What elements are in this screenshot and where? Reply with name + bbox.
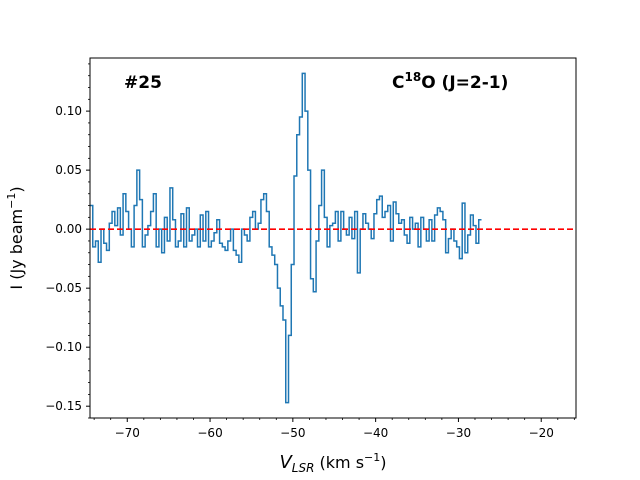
y-tick-label: −0.15 [45,399,82,413]
y-tick-label: −0.05 [45,281,82,295]
x-tick-label: −70 [115,426,140,440]
x-axis-label-units-end: ) [380,453,386,472]
y-axis-label-sup: −1 [5,193,18,209]
x-axis-label: VLSR (km s−1) [279,451,386,475]
y-axis-ticks: −0.15 −0.10 −0.05 0.00 0.05 0.10 [45,63,90,419]
y-axis-label: I (Jy beam−1) [5,186,26,289]
y-axis-label-end: ) [7,186,26,192]
y-axis-label-main: I (Jy beam [7,209,26,290]
x-tick-label: −40 [363,426,388,440]
x-axis-label-units-sup: −1 [364,451,380,464]
axes-frame [89,57,577,419]
x-tick-label: −30 [446,426,471,440]
y-tick-label: −0.10 [45,340,82,354]
x-tick-label: −50 [280,426,305,440]
x-axis-label-units: (km s [314,453,364,472]
x-tick-label: −60 [197,426,222,440]
line-label-sup: 18 [404,70,421,84]
y-tick-label: 0.05 [55,163,82,177]
source-label: #25 [124,73,162,93]
plot-area [90,72,576,404]
line-label-tail: O (J=2-1) [421,73,508,93]
y-tick-label: 0.00 [55,222,82,236]
x-tick-label: −20 [529,426,554,440]
spectrum-series-line [90,72,482,404]
x-axis-ticks: −70 −60 −50 −40 −30 −20 [93,418,575,440]
line-label-main: C [392,73,404,93]
x-axis-label-sub: LSR [292,461,315,475]
x-axis-label-main: V [279,452,293,473]
y-tick-label: 0.10 [55,104,82,118]
line-label: C18O (J=2-1) [392,70,508,93]
